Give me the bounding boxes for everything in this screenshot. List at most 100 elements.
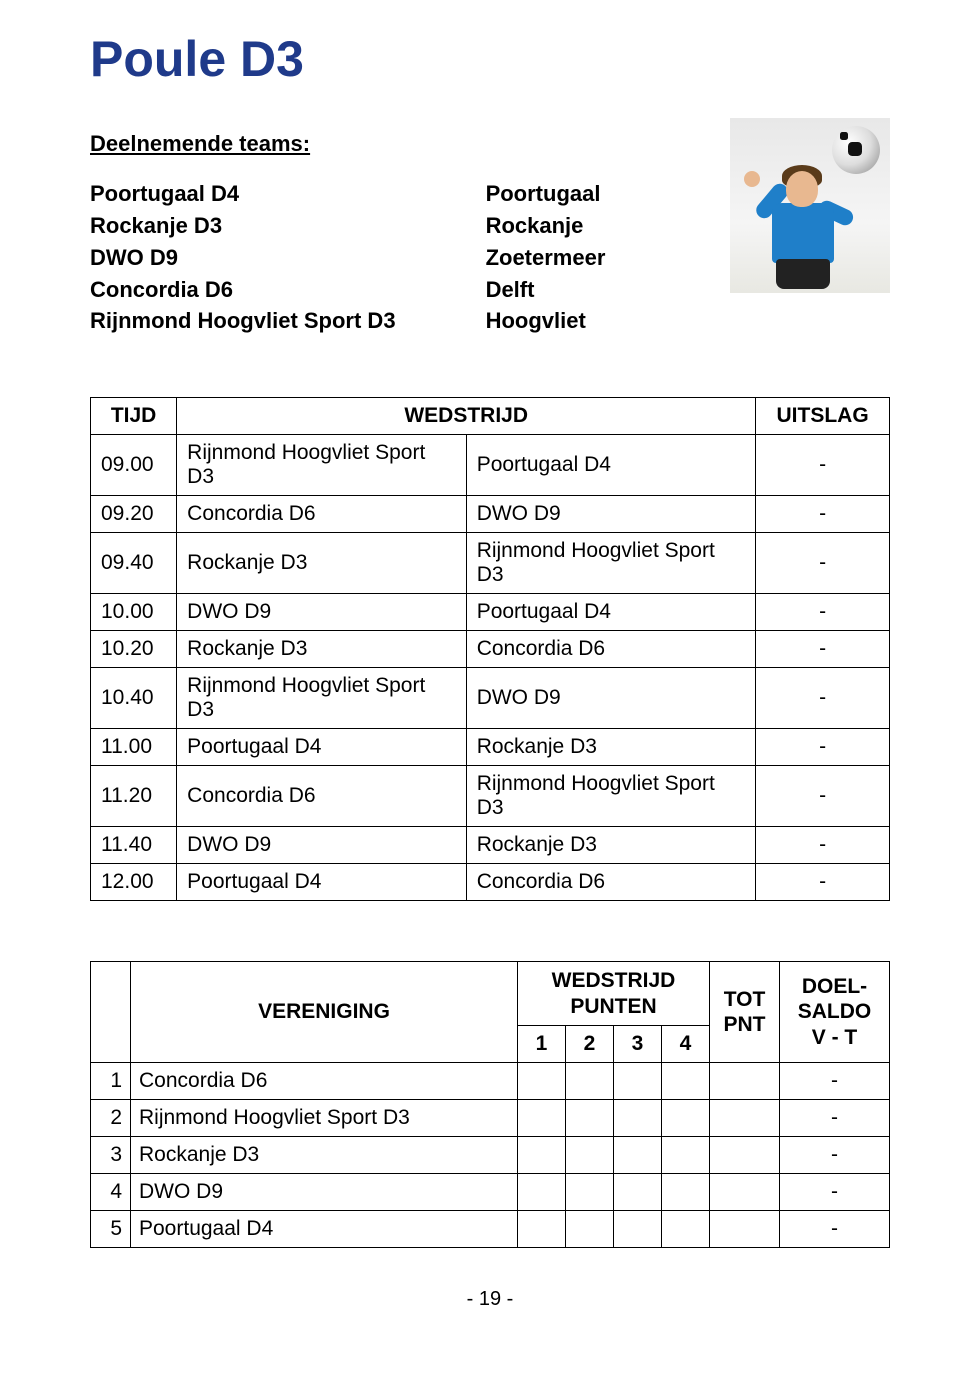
cell-team-b: Concordia D6 [466, 864, 756, 901]
col-tijd: TIJD [91, 398, 177, 435]
col-wedstrijd: WEDSTRIJD [177, 398, 756, 435]
col-num [91, 962, 131, 1062]
team-city: Hoogvliet [486, 305, 606, 337]
cell-team-a: Rijnmond Hoogvliet Sport D3 [177, 435, 467, 496]
cell-tijd: 11.00 [91, 729, 177, 766]
cell-team-a: DWO D9 [177, 827, 467, 864]
cell-tijd: 10.00 [91, 594, 177, 631]
cell-team-a: Poortugaal D4 [177, 729, 467, 766]
col-1: 1 [518, 1025, 566, 1062]
team-name: DWO D9 [90, 242, 396, 274]
col-tot-pnt: TOTPNT [710, 962, 780, 1062]
cell-pt1 [518, 1136, 566, 1173]
table-row: 09.00Rijnmond Hoogvliet Sport D3Poortuga… [91, 435, 890, 496]
cell-team-b: Concordia D6 [466, 631, 756, 668]
cell-tot [710, 1099, 780, 1136]
table-row: 10.20Rockanje D3Concordia D6- [91, 631, 890, 668]
col-doel-saldo: DOEL-SALDOV - T [780, 962, 890, 1062]
wedstrijd-label: WEDSTRIJDPUNTEN [526, 968, 701, 1018]
cell-team-a: Poortugaal D4 [177, 864, 467, 901]
cell-saldo: - [780, 1210, 890, 1247]
cell-team-a: Rockanje D3 [177, 533, 467, 594]
cell-team-b: Rockanje D3 [466, 827, 756, 864]
cell-pt3 [614, 1099, 662, 1136]
teams-block: Deelnemende teams: Poortugaal D4 Rockanj… [90, 128, 890, 337]
cell-tot [710, 1062, 780, 1099]
cell-club: Poortugaal D4 [131, 1210, 518, 1247]
cell-num: 1 [91, 1062, 131, 1099]
page-title: Poule D3 [90, 30, 890, 88]
cell-saldo: - [780, 1099, 890, 1136]
cell-pt4 [662, 1136, 710, 1173]
team-city: Poortugaal [486, 178, 606, 210]
cell-team-b: DWO D9 [466, 496, 756, 533]
page-footer: - 19 - [90, 1288, 890, 1311]
cell-club: Rijnmond Hoogvliet Sport D3 [131, 1099, 518, 1136]
cell-uitslag: - [756, 729, 890, 766]
table-row: 4DWO D9- [91, 1173, 890, 1210]
cell-team-b: DWO D9 [466, 668, 756, 729]
photo-kid-football [730, 118, 890, 293]
cell-team-b: Poortugaal D4 [466, 594, 756, 631]
cell-uitslag: - [756, 766, 890, 827]
cell-tijd: 12.00 [91, 864, 177, 901]
cell-tijd: 09.40 [91, 533, 177, 594]
cell-pt2 [566, 1099, 614, 1136]
cell-tijd: 10.40 [91, 668, 177, 729]
cell-team-a: Concordia D6 [177, 766, 467, 827]
cell-pt2 [566, 1173, 614, 1210]
table-row: 1Concordia D6- [91, 1062, 890, 1099]
cell-team-a: Rijnmond Hoogvliet Sport D3 [177, 668, 467, 729]
cell-pt2 [566, 1136, 614, 1173]
cell-tot [710, 1136, 780, 1173]
table-row: 11.20Concordia D6Rijnmond Hoogvliet Spor… [91, 766, 890, 827]
cell-team-b: Rijnmond Hoogvliet Sport D3 [466, 766, 756, 827]
col-2: 2 [566, 1025, 614, 1062]
cell-pt1 [518, 1099, 566, 1136]
team-name: Rijnmond Hoogvliet Sport D3 [90, 305, 396, 337]
col-vereniging: VERENIGING [131, 962, 518, 1062]
cell-team-b: Rockanje D3 [466, 729, 756, 766]
cell-team-a: Rockanje D3 [177, 631, 467, 668]
cell-pt4 [662, 1062, 710, 1099]
schedule-table: TIJD WEDSTRIJD UITSLAG 09.00Rijnmond Hoo… [90, 397, 890, 901]
team-city: Delft [486, 274, 606, 306]
table-row: 11.40DWO D9Rockanje D3- [91, 827, 890, 864]
cell-uitslag: - [756, 668, 890, 729]
cell-num: 5 [91, 1210, 131, 1247]
cell-saldo: - [780, 1173, 890, 1210]
cell-num: 4 [91, 1173, 131, 1210]
cell-pt3 [614, 1173, 662, 1210]
team-name: Poortugaal D4 [90, 178, 396, 210]
cell-uitslag: - [756, 631, 890, 668]
table-row: 11.00Poortugaal D4Rockanje D3- [91, 729, 890, 766]
table-row: 2Rijnmond Hoogvliet Sport D3- [91, 1099, 890, 1136]
standings-table: VERENIGING WEDSTRIJDPUNTEN TOTPNT DOEL-S… [90, 961, 890, 1247]
cell-uitslag: - [756, 496, 890, 533]
table-row: 09.40Rockanje D3Rijnmond Hoogvliet Sport… [91, 533, 890, 594]
cell-tijd: 09.20 [91, 496, 177, 533]
table-row: 10.40Rijnmond Hoogvliet Sport D3DWO D9- [91, 668, 890, 729]
cell-pt4 [662, 1099, 710, 1136]
kid-figure [748, 163, 858, 293]
cell-pt3 [614, 1136, 662, 1173]
cell-uitslag: - [756, 827, 890, 864]
cell-pt2 [566, 1210, 614, 1247]
cell-pt2 [566, 1062, 614, 1099]
cell-pt1 [518, 1062, 566, 1099]
cell-uitslag: - [756, 435, 890, 496]
team-city: Rockanje [486, 210, 606, 242]
table-row: 5Poortugaal D4 - [91, 1210, 890, 1247]
cell-tijd: 10.20 [91, 631, 177, 668]
cell-team-a: Concordia D6 [177, 496, 467, 533]
cell-saldo: - [780, 1136, 890, 1173]
team-name: Rockanje D3 [90, 210, 396, 242]
cell-team-b: Poortugaal D4 [466, 435, 756, 496]
cell-tot [710, 1173, 780, 1210]
table-row: 09.20Concordia D6DWO D9- [91, 496, 890, 533]
cell-pt4 [662, 1210, 710, 1247]
cell-pt3 [614, 1062, 662, 1099]
cell-saldo: - [780, 1062, 890, 1099]
col-uitslag: UITSLAG [756, 398, 890, 435]
col-4: 4 [662, 1025, 710, 1062]
